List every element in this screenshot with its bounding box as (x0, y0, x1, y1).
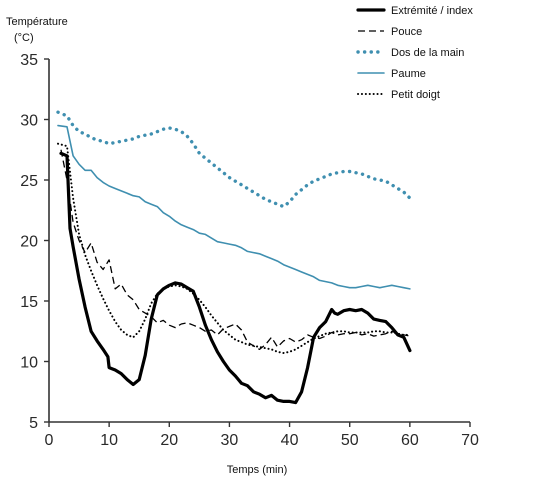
legend-label-1: Pouce (391, 26, 422, 38)
legend-label-3: Paume (391, 68, 426, 80)
y-tick-label: 10 (20, 355, 38, 372)
legend-label-2: Dos de la main (391, 47, 464, 59)
series-line-0 (59, 151, 412, 405)
series-line-2 (56, 110, 412, 209)
y-tick-label: 20 (20, 234, 38, 251)
x-ticks: 0 10 20 30 40 50 60 70 (45, 422, 479, 449)
y-axis-title-line2: (°C) (14, 32, 34, 44)
y-tick-label: 30 (20, 113, 38, 130)
legend-label-0: Extrémité / index (391, 5, 473, 17)
x-tick-label: 40 (281, 432, 299, 449)
y-tick-label: 15 (20, 294, 38, 311)
x-tick-label: 30 (221, 432, 239, 449)
series-line-3 (57, 124, 411, 290)
series-line-4 (57, 142, 411, 354)
x-tick-label: 50 (341, 432, 359, 449)
series-line-1 (60, 149, 411, 351)
y-tick-label: 25 (20, 173, 38, 190)
y-axis-title-line1: Température (6, 16, 68, 28)
legend: Extrémité / index Pouce Dos de la main Paum… (356, 5, 473, 101)
x-tick-label: 20 (160, 432, 178, 449)
y-ticks: 5 10 15 20 25 30 35 (20, 52, 49, 432)
y-tick-label: 5 (29, 415, 38, 432)
y-tick-label: 35 (20, 52, 38, 69)
x-axis-title: Temps (min) (227, 464, 288, 476)
legend-label-4: Petit doigt (391, 89, 440, 101)
x-tick-label: 0 (45, 432, 54, 449)
x-tick-label: 70 (461, 432, 479, 449)
plot-lines (56, 110, 412, 405)
x-tick-label: 10 (100, 432, 118, 449)
x-tick-label: 60 (401, 432, 419, 449)
